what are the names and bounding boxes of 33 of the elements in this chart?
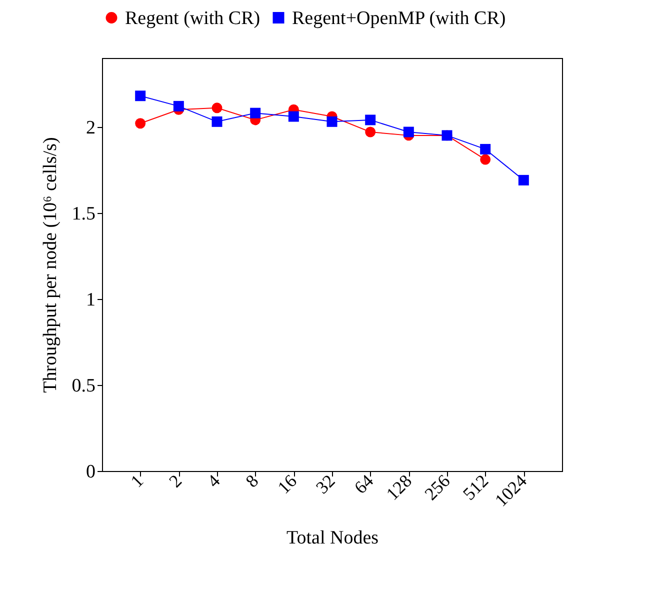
x-tick-label: 64 <box>350 470 378 498</box>
legend-label: Regent+OpenMP (with CR) <box>292 8 506 29</box>
point <box>403 126 414 138</box>
point <box>173 100 184 112</box>
point <box>288 111 299 122</box>
point <box>480 144 491 154</box>
y-tick-label: 1.5 <box>72 203 96 224</box>
y-tick-label: 2 <box>86 117 96 138</box>
point <box>212 116 222 127</box>
x-tick-label: 256 <box>420 470 454 504</box>
point <box>212 102 222 114</box>
point <box>135 90 146 102</box>
x-tick-label: 16 <box>274 470 301 498</box>
y-tick-label: 1 <box>86 289 96 310</box>
y-tick-label: 0 <box>86 462 96 482</box>
x-tick-label: 4 <box>203 470 224 492</box>
legend-label: Regent (with CR) <box>125 8 260 29</box>
point <box>326 116 338 127</box>
y-tick-label: 0.5 <box>72 375 96 396</box>
x-axis-title: Total Nodes <box>286 527 379 548</box>
x-tick-label: 1 <box>126 470 148 492</box>
x-tick-label: 32 <box>312 470 339 498</box>
point <box>365 126 376 138</box>
y-axis-title: Throughput per node (10⁶ cells/s) <box>40 137 61 393</box>
point <box>480 154 491 165</box>
point <box>135 118 146 129</box>
x-tick-label: 512 <box>458 470 492 504</box>
point <box>365 114 376 126</box>
x-tick-label: 8 <box>242 470 262 492</box>
x-tick-label: 2 <box>165 470 186 492</box>
point <box>250 108 261 118</box>
x-tick-label: 128 <box>382 470 416 504</box>
point <box>518 174 529 186</box>
